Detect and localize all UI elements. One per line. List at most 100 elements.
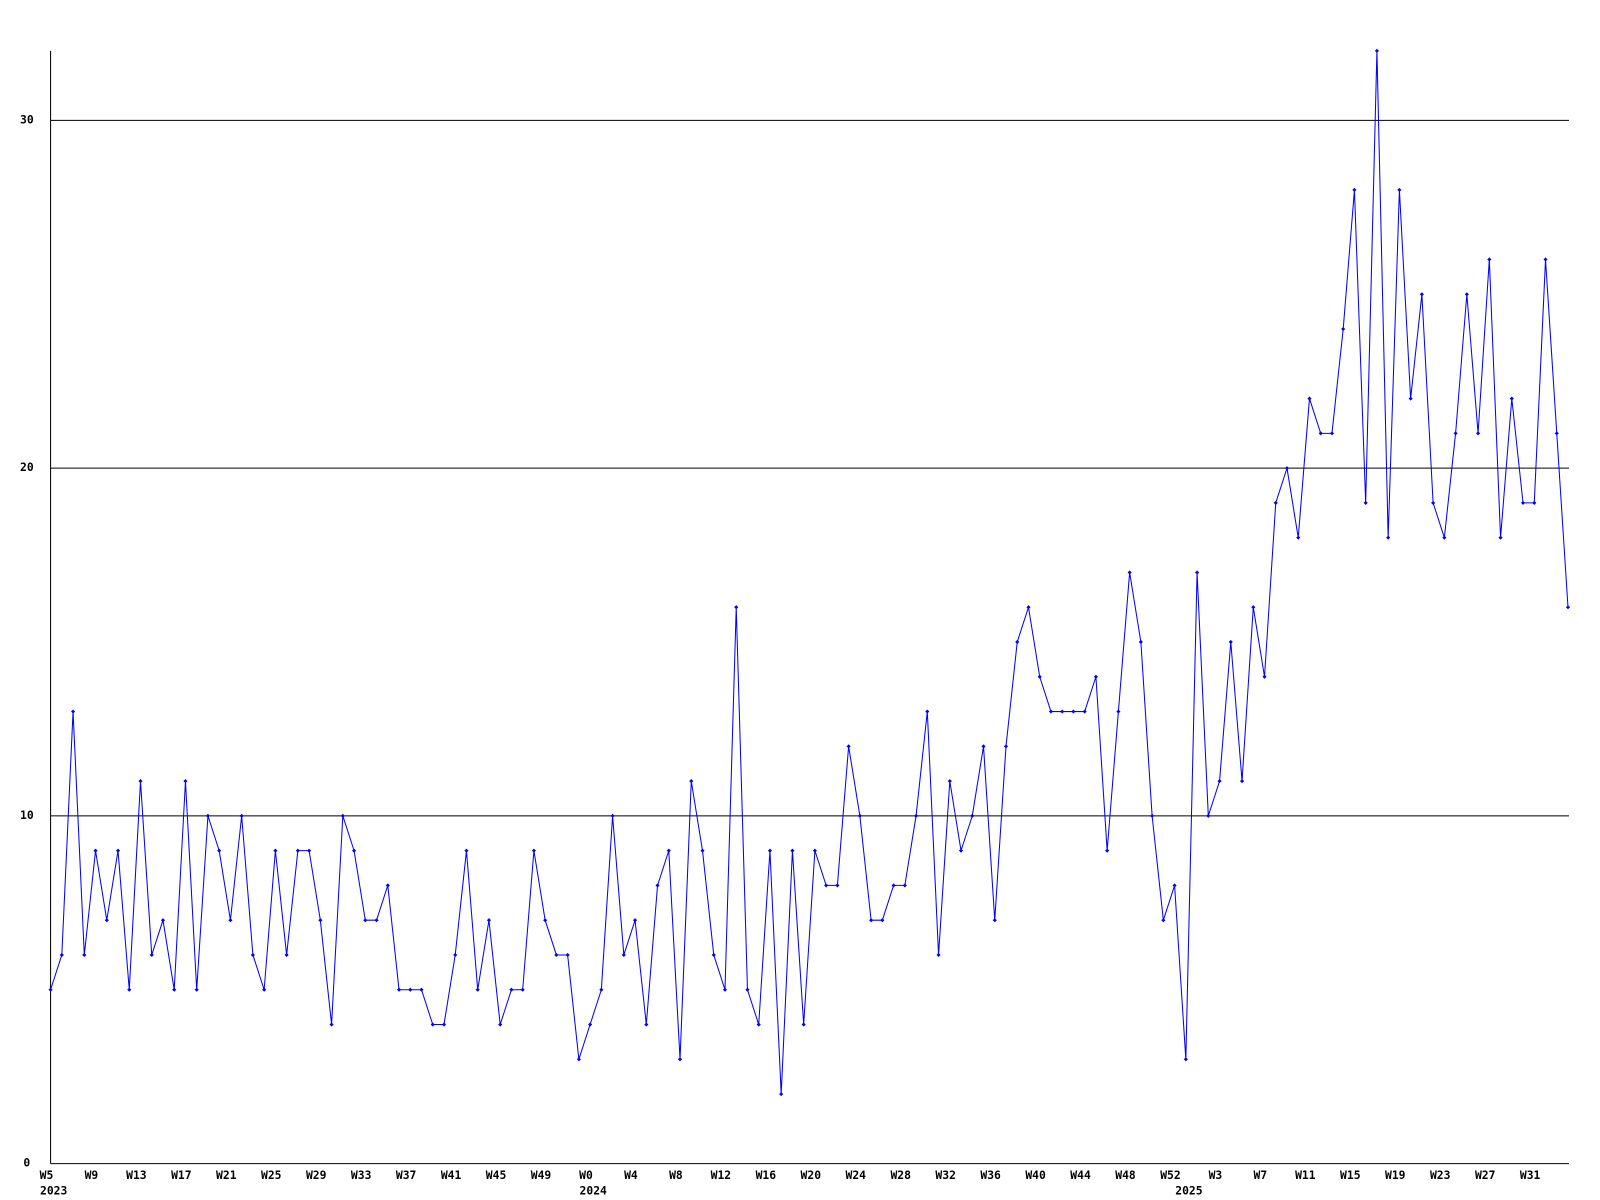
data-point: [914, 813, 919, 818]
x-tick-label: W41: [441, 1168, 462, 1182]
data-point: [1228, 639, 1233, 645]
data-point: [498, 1022, 503, 1027]
x-tick-label: W15: [1340, 1168, 1361, 1182]
data-point: [1195, 570, 1200, 575]
data-point: [1273, 500, 1278, 505]
data-point: [160, 918, 166, 923]
data-point: [1183, 1057, 1188, 1062]
x-tick-label: W23: [1430, 1168, 1451, 1182]
x-tick-label: W49: [531, 1168, 552, 1182]
data-point: [655, 883, 660, 888]
data-point: [835, 883, 840, 888]
data-point: [385, 883, 390, 888]
data-point: [1150, 813, 1155, 818]
data-point: [677, 1057, 683, 1062]
x-tick-label: W8: [669, 1168, 683, 1182]
data-point: [981, 744, 986, 749]
data-point: [1554, 431, 1559, 436]
x-tick-label: W33: [351, 1168, 372, 1182]
data-point: [284, 952, 289, 958]
data-point: [531, 848, 536, 853]
data-point: [958, 848, 964, 853]
data-point: [1476, 431, 1481, 436]
x-tick-label: W12: [711, 1168, 732, 1182]
data-point: [576, 1057, 581, 1062]
data-point: [1003, 744, 1009, 749]
data-point: [722, 987, 728, 992]
data-point: [149, 952, 154, 958]
x-tick-label: W16: [756, 1168, 777, 1182]
year-label: 2025: [1175, 1183, 1202, 1197]
data-point: [666, 848, 671, 853]
x-tick-label: W36: [980, 1168, 1001, 1182]
data-point: [475, 987, 480, 992]
year-label: 2023: [40, 1183, 67, 1197]
x-tick-label: W20: [801, 1168, 822, 1182]
data-point: [1386, 535, 1391, 540]
data-point: [374, 918, 379, 923]
data-point: [1296, 535, 1301, 540]
data-point: [1453, 431, 1458, 436]
data-point: [1352, 187, 1357, 192]
x-tick-label: W0: [579, 1168, 593, 1182]
data-point: [1374, 48, 1379, 53]
data-point: [1464, 292, 1469, 297]
data-point: [779, 1092, 784, 1097]
data-point: [228, 918, 233, 923]
data-point: [1408, 396, 1413, 401]
data-point: [453, 952, 458, 958]
data-point: [1341, 326, 1346, 332]
x-tick-label: W29: [306, 1168, 327, 1182]
data-point: [307, 848, 312, 853]
x-tick-label: W7: [1254, 1168, 1268, 1182]
data-point: [1138, 639, 1143, 645]
data-point: [509, 987, 514, 992]
data-point: [992, 918, 997, 923]
data-point: [93, 848, 98, 853]
data-point: [1431, 500, 1436, 505]
data-point: [59, 952, 64, 958]
data-point: [396, 987, 402, 992]
data-point: [1251, 605, 1256, 610]
data-point: [70, 709, 76, 714]
data-point: [183, 779, 188, 784]
x-tick-label: W44: [1070, 1168, 1091, 1182]
data-point: [745, 987, 750, 992]
data-point: [205, 813, 211, 818]
data-point: [363, 918, 368, 923]
data-point: [318, 918, 323, 923]
data-point: [138, 779, 143, 784]
data-point: [217, 848, 222, 853]
series-line: [50, 50, 1569, 1095]
data-point: [352, 848, 357, 853]
data-point: [441, 1022, 447, 1027]
data-point: [1487, 257, 1492, 262]
data-point: [172, 987, 177, 992]
data-point: [689, 779, 694, 784]
x-tick-label: W31: [1520, 1168, 1541, 1182]
y-tick-label: 10: [20, 808, 34, 822]
data-point: [756, 1022, 761, 1027]
data-point: [82, 952, 87, 958]
data-point: [610, 813, 615, 818]
data-point: [520, 987, 525, 992]
x-tick-label: W27: [1475, 1168, 1496, 1182]
data-point: [902, 883, 907, 888]
data-point: [1419, 292, 1424, 297]
data-point: [812, 848, 817, 853]
x-tick-label: W32: [935, 1168, 956, 1182]
data-point: [1071, 709, 1076, 714]
data-point: [1565, 605, 1571, 610]
data-point: [824, 883, 829, 888]
data-point: [599, 987, 604, 992]
data-point: [801, 1022, 806, 1027]
data-point: [1060, 709, 1065, 714]
data-point: [273, 848, 278, 853]
x-tick-label: W17: [171, 1168, 192, 1182]
x-tick-label: W25: [261, 1168, 282, 1182]
data-point: [734, 605, 739, 610]
data-point: [127, 987, 132, 992]
data-point: [1532, 500, 1537, 505]
data-point: [543, 918, 548, 923]
